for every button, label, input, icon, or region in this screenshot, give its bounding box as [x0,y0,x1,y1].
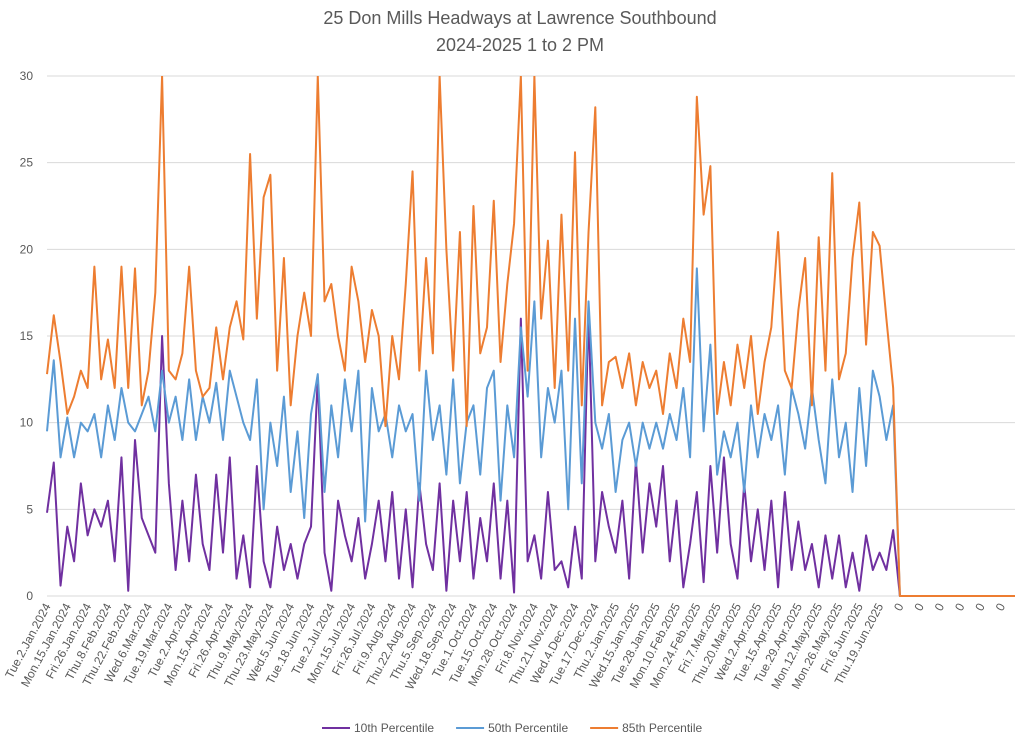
x-tick-label: 0 [911,601,927,614]
series-line [46,76,1015,597]
chart-subtitle: 2024-2025 1 to 2 PM [436,35,604,55]
y-tick-label: 0 [26,589,33,603]
series-line [46,267,1015,597]
y-tick-label: 25 [20,156,34,170]
chart-title: 25 Don Mills Headways at Lawrence Southb… [323,8,716,28]
x-tick-label: 0 [972,601,988,614]
x-tick-label: 0 [952,601,968,614]
y-tick-label: 10 [20,416,34,430]
y-tick-label: 5 [26,502,33,516]
legend-label: 50th Percentile [488,721,568,735]
y-tick-label: 20 [20,242,34,256]
series-line [46,309,1015,597]
x-tick-label: 0 [891,601,907,614]
y-tick-label: 15 [20,329,34,343]
y-tick-label: 30 [20,69,34,83]
legend-label: 10th Percentile [354,721,434,735]
x-tick-label: 0 [993,601,1009,614]
x-tick-label: 0 [932,601,948,614]
legend-label: 85th Percentile [622,721,702,735]
